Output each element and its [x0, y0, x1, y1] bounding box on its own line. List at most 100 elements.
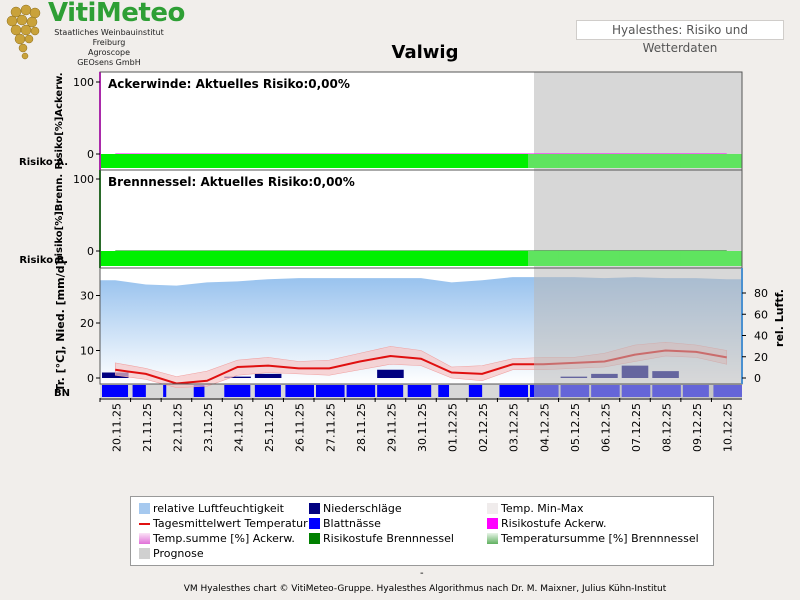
legend-swatch: [139, 533, 150, 544]
y-tick-label: 10: [80, 345, 94, 358]
x-tick-label: 09.12.25: [691, 403, 704, 452]
risk-level-bar: [711, 251, 743, 266]
y-tick-label: 100: [73, 76, 94, 89]
legend-swatch: [487, 503, 498, 514]
legend-label: Risikostufe Brennnessel: [323, 532, 454, 545]
risk-level-bar: [314, 154, 346, 168]
legend-label: Temperatursumme [%] Brennnessel: [501, 532, 699, 545]
risk-level-bar: [252, 251, 284, 266]
x-tick-label: 24.11.25: [233, 403, 246, 452]
risk-level-bar: [191, 154, 223, 168]
legend-swatch: [139, 503, 150, 514]
risk-level-bar: [589, 251, 621, 266]
risk-level-bar: [130, 251, 162, 266]
risk-level-bar: [680, 154, 712, 168]
x-tick-label: 01.12.25: [447, 403, 460, 452]
legend-label: Tagesmittelwert Temperatur: [153, 517, 308, 530]
x-tick-label: 03.12.25: [508, 403, 521, 452]
risk-level-bar: [100, 251, 132, 266]
risk-level-bar: [405, 154, 437, 168]
risk-level-bar: [497, 251, 529, 266]
leaf-wetness-bar: [193, 385, 205, 397]
x-tick-label: 07.12.25: [630, 403, 643, 452]
footer-dash: -: [420, 568, 424, 579]
leaf-wetness-bar: [254, 385, 281, 397]
x-tick-label: 21.11.25: [141, 403, 154, 452]
y-tick-label: 100: [73, 173, 94, 186]
y-right-tick-label: 60: [754, 308, 768, 321]
y-tick-label: 30: [80, 290, 94, 303]
legend-label: Niederschläge: [323, 502, 402, 515]
x-tick-label: 30.11.25: [416, 403, 429, 452]
risk-level-bar: [466, 154, 498, 168]
risk-level-bar: [344, 154, 376, 168]
risk-level-bar: [283, 251, 315, 266]
risk-level-bar: [619, 154, 651, 168]
risk-level-bar: [161, 154, 193, 168]
legend-swatch: [309, 503, 320, 514]
legend-label: Prognose: [153, 547, 204, 560]
risk-level-bar: [711, 154, 743, 168]
leaf-wetness-bar: [377, 385, 404, 397]
x-tick-label: 27.11.25: [324, 403, 337, 452]
legend-swatch: [487, 533, 498, 544]
panel-annotation-ackerwinde: Ackerwinde: Aktuelles Risiko:0,00%: [108, 77, 350, 91]
precipitation-bar: [224, 376, 251, 378]
logo-text: VitiMeteo: [48, 0, 185, 28]
y-tick-label: 0: [87, 245, 94, 258]
x-tick-label: 20.11.25: [110, 403, 123, 452]
risk-level-bar: [191, 251, 223, 266]
x-tick-label: 02.12.25: [477, 403, 490, 452]
risk-level-bar: [100, 154, 132, 168]
leaf-wetness-bar: [407, 385, 432, 397]
x-tick-label: 06.12.25: [599, 403, 612, 452]
y-right-tick-label: 0: [754, 372, 761, 385]
legend-label: relative Luftfeuchtigkeit: [153, 502, 284, 515]
risk-level-bar: [130, 154, 162, 168]
legend-label: Temp. Min-Max: [501, 502, 584, 515]
logo-line: Agroscope: [87, 48, 131, 57]
leaf-wetness-bar: [468, 385, 483, 397]
risk-level-bar: [528, 154, 560, 168]
x-tick-label: 05.12.25: [569, 403, 582, 452]
risk-level-bar: [161, 251, 193, 266]
risk-level-bar: [558, 251, 590, 266]
leaf-wetness-bar: [285, 385, 314, 397]
x-tick-label: 29.11.25: [385, 403, 398, 452]
legend-swatch: [309, 518, 320, 529]
leaf-wetness-bar: [102, 385, 129, 397]
logo-line: GEOsens GmbH: [77, 58, 141, 67]
risk-level-bar: [619, 251, 651, 266]
x-tick-label: 08.12.25: [661, 403, 674, 452]
risk-level-bar: [222, 251, 254, 266]
risk-level-bar: [283, 154, 315, 168]
leaf-wetness-bar: [316, 385, 345, 397]
y-right-tick-label: 40: [754, 330, 768, 343]
legend-swatch: [139, 523, 150, 525]
risk-level-bar: [558, 154, 590, 168]
risk-level-bar: [314, 251, 346, 266]
legend-label: Risikostufe Ackerw.: [501, 517, 607, 530]
x-tick-label: 25.11.25: [263, 403, 276, 452]
legend-swatch: [487, 518, 498, 529]
y-right-tick-label: 80: [754, 287, 768, 300]
logo-subtitle: Staatliches Weinbauinstitut Freiburg Agr…: [38, 28, 180, 68]
chart-type-badge: Hyalesthes: Risiko und Wetterdaten: [576, 20, 784, 55]
risk-level-bar: [589, 154, 621, 168]
risk-level-bar: [528, 251, 560, 266]
leaf-wetness-bar: [132, 385, 146, 397]
leaf-wetness-bar: [163, 385, 167, 397]
leaf-wetness-bar: [438, 385, 450, 397]
risk-label-ackerwinde: Risiko A.: [19, 157, 68, 168]
legend-swatch: [139, 548, 150, 559]
risk-label-brennnessel: Risiko B.: [19, 255, 68, 266]
legend-label: Blattnässe: [323, 517, 381, 530]
risk-level-bar: [252, 154, 284, 168]
leaf-wetness-bar: [224, 385, 251, 397]
risk-level-bar: [497, 154, 529, 168]
grape-logo-icon: [6, 4, 41, 60]
chart-title: Valwig: [391, 42, 459, 63]
risk-level-bar: [375, 154, 407, 168]
x-tick-label: 10.12.25: [722, 403, 735, 452]
